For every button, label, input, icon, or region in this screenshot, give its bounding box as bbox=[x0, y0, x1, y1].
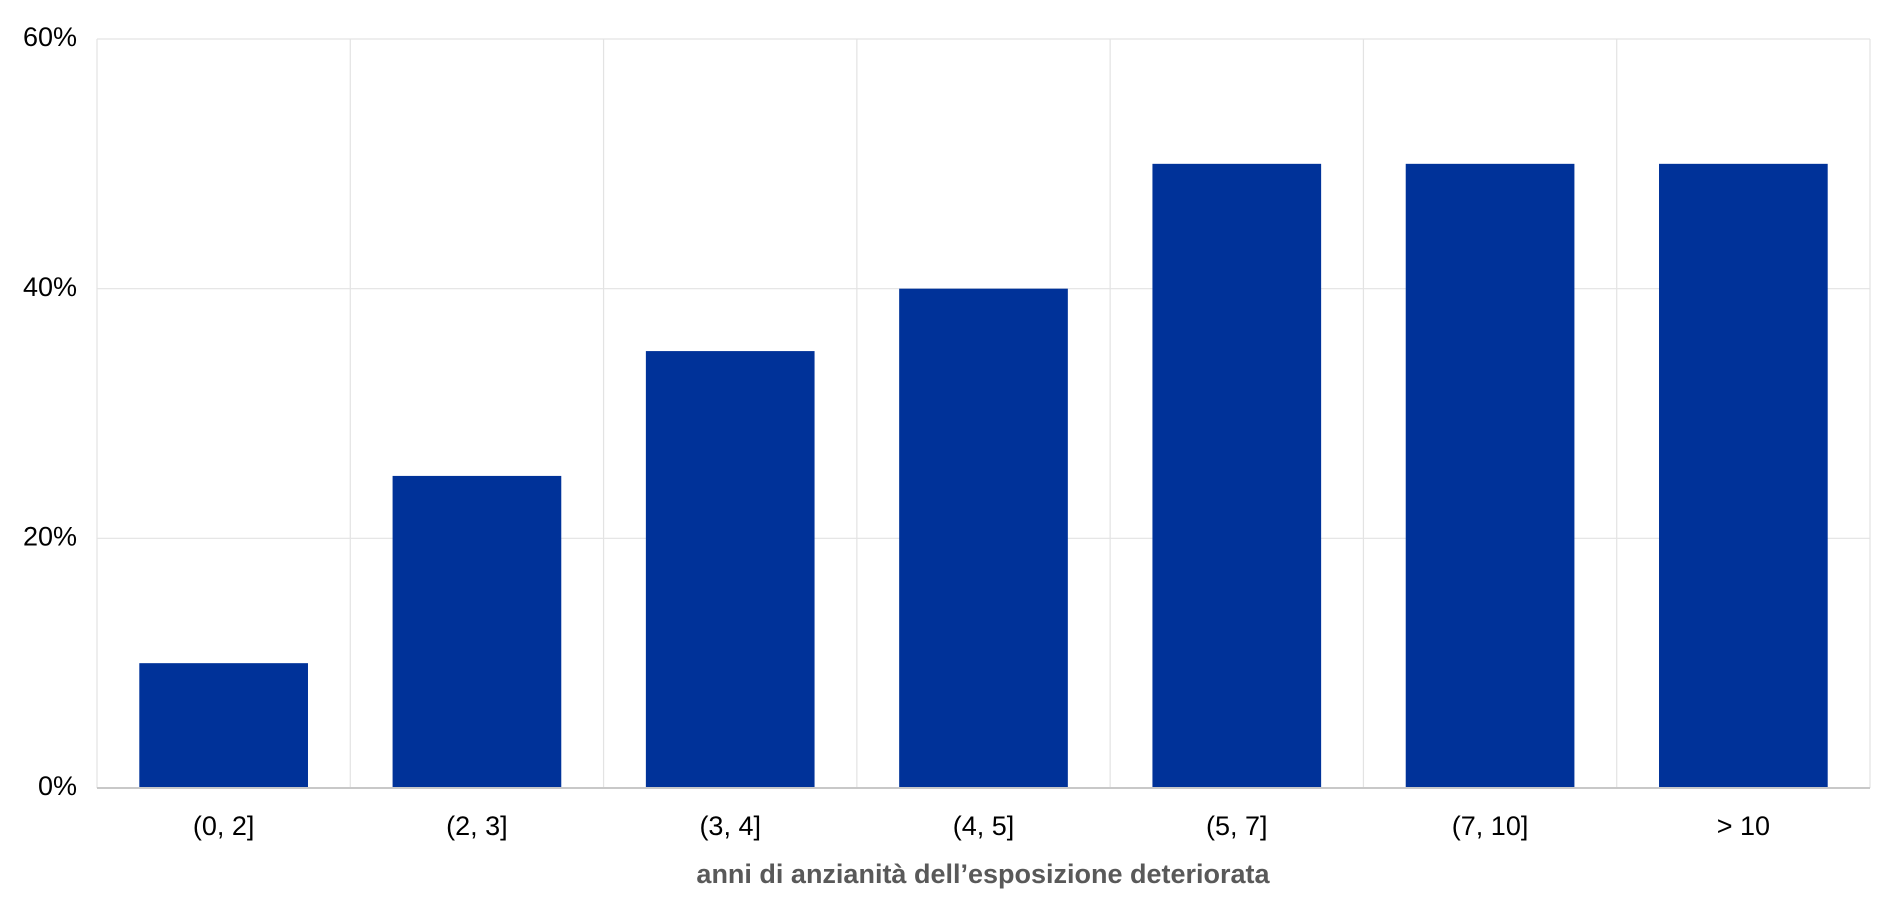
x-tick-label: (7, 10] bbox=[1452, 811, 1529, 841]
bar bbox=[645, 351, 815, 788]
x-tick-label: (0, 2] bbox=[193, 811, 255, 841]
x-tick-label: (2, 3] bbox=[446, 811, 508, 841]
bar bbox=[1405, 163, 1575, 789]
y-tick-label: 40% bbox=[23, 272, 77, 302]
x-tick-label: (5, 7] bbox=[1206, 811, 1268, 841]
bar bbox=[1152, 163, 1322, 789]
x-tick-label: (4, 5] bbox=[953, 811, 1015, 841]
y-tick-label: 20% bbox=[23, 521, 77, 551]
bar bbox=[1659, 163, 1828, 789]
x-tick-label: (3, 4] bbox=[699, 811, 761, 841]
y-tick-label: 0% bbox=[38, 771, 77, 801]
bar bbox=[392, 475, 562, 788]
x-axis-title: anni di anzianità dell’esposizione deter… bbox=[696, 859, 1270, 889]
bar bbox=[139, 663, 308, 788]
x-tick-label: > 10 bbox=[1717, 811, 1770, 841]
y-tick-label: 60% bbox=[23, 22, 77, 52]
bar bbox=[899, 288, 1068, 788]
